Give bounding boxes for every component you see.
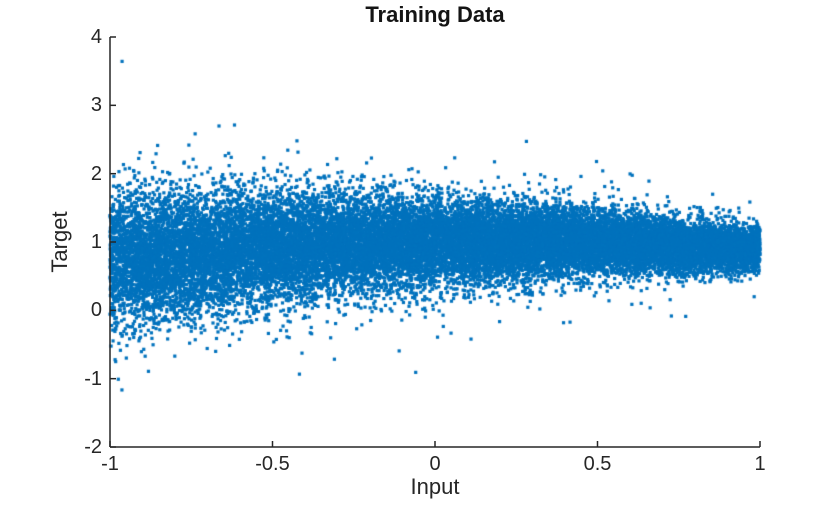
x-tick-label: -0.5 <box>255 453 290 475</box>
x-tick-label: 0.5 <box>583 453 612 475</box>
x-tick-label: -1 <box>101 453 119 475</box>
y-tick-label: 2 <box>90 162 102 185</box>
y-tick-label: 1 <box>90 231 102 253</box>
chart-title: Training Data <box>365 2 505 27</box>
y-tick-label: 3 <box>90 94 102 117</box>
y-tick-label: -1 <box>84 367 102 390</box>
x-tick-label: 0 <box>429 453 441 475</box>
y-tick-label: 0 <box>90 299 102 322</box>
x-tick-label: 1 <box>754 453 766 475</box>
y-tick-label: 4 <box>90 26 102 48</box>
y-tick-label: -2 <box>84 436 102 458</box>
x-axis-label: Input <box>410 474 460 499</box>
scatter-points-canvas <box>106 33 764 451</box>
